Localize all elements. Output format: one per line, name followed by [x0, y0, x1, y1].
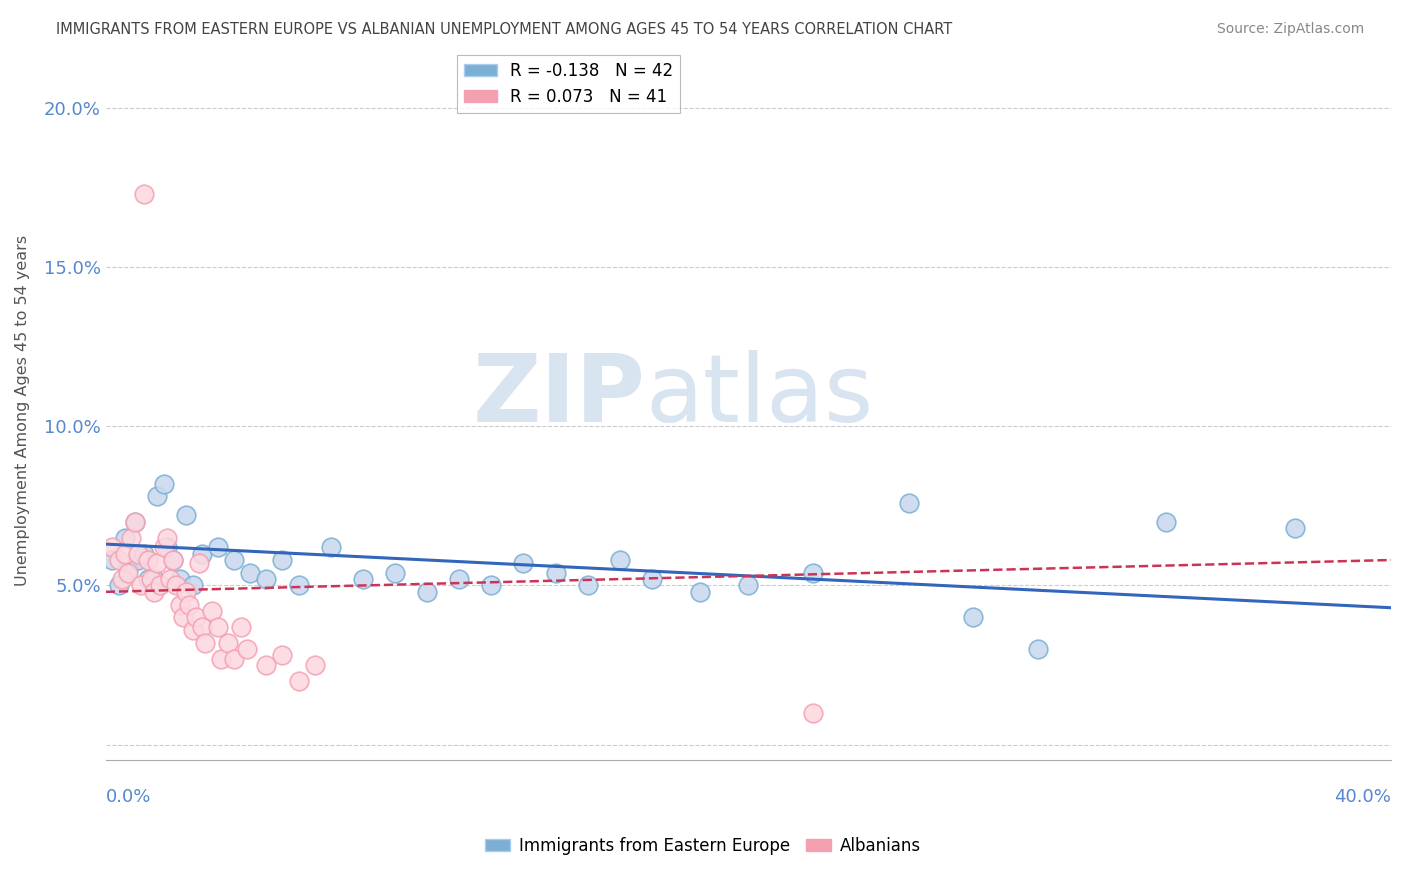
Point: [101, 553, 124, 567]
Y-axis label: Unemployment Among Ages 45 to 54 years: Unemployment Among Ages 45 to 54 years: [15, 235, 30, 586]
Text: Source: ZipAtlas.com: Source: ZipAtlas.com: [1216, 22, 1364, 37]
Point: [181, 578, 204, 592]
Point: [134, 187, 156, 202]
Point: [416, 584, 439, 599]
Point: [134, 547, 156, 561]
Point: [107, 553, 129, 567]
Point: [172, 610, 194, 624]
Point: [181, 623, 204, 637]
Point: [1154, 515, 1177, 529]
Point: [254, 658, 277, 673]
Point: [169, 572, 191, 586]
Text: atlas: atlas: [645, 351, 873, 442]
Point: [512, 556, 534, 570]
Point: [142, 584, 165, 599]
Point: [149, 578, 172, 592]
Point: [169, 598, 191, 612]
Point: [120, 531, 142, 545]
Point: [689, 584, 711, 599]
Point: [142, 572, 165, 586]
Point: [129, 578, 152, 592]
Point: [136, 572, 159, 586]
Point: [801, 566, 824, 580]
Point: [162, 553, 184, 567]
Point: [156, 531, 179, 545]
Point: [229, 620, 252, 634]
Point: [217, 636, 239, 650]
Point: [124, 515, 146, 529]
Point: [114, 531, 136, 545]
Point: [209, 651, 232, 665]
Point: [124, 515, 146, 529]
Point: [201, 604, 224, 618]
Point: [156, 541, 179, 555]
Point: [179, 598, 201, 612]
Point: [114, 547, 136, 561]
Point: [194, 636, 217, 650]
Legend: R = -0.138   N = 42, R = 0.073   N = 41: R = -0.138 N = 42, R = 0.073 N = 41: [457, 55, 681, 112]
Point: [101, 541, 124, 555]
Point: [146, 489, 169, 503]
Text: IMMIGRANTS FROM EASTERN EUROPE VS ALBANIAN UNEMPLOYMENT AMONG AGES 45 TO 54 YEAR: IMMIGRANTS FROM EASTERN EUROPE VS ALBANI…: [56, 22, 952, 37]
Point: [352, 572, 374, 586]
Point: [162, 553, 184, 567]
Point: [174, 508, 197, 523]
Point: [191, 620, 214, 634]
Point: [737, 578, 759, 592]
Point: [609, 553, 631, 567]
Point: [127, 547, 149, 561]
Point: [136, 553, 159, 567]
Point: [191, 547, 214, 561]
Legend: Immigrants from Eastern Europe, Albanians: Immigrants from Eastern Europe, Albanian…: [478, 830, 928, 862]
Point: [239, 566, 262, 580]
Point: [271, 648, 294, 663]
Point: [224, 651, 246, 665]
Point: [224, 553, 246, 567]
Point: [898, 496, 921, 510]
Point: [107, 578, 129, 592]
Point: [159, 572, 181, 586]
Point: [1026, 642, 1049, 657]
Point: [111, 572, 134, 586]
Point: [576, 578, 599, 592]
Point: [287, 578, 309, 592]
Point: [207, 620, 229, 634]
Point: [127, 553, 149, 567]
Point: [271, 553, 294, 567]
Point: [319, 541, 342, 555]
Point: [1284, 521, 1306, 535]
Point: [174, 584, 197, 599]
Point: [152, 541, 174, 555]
Point: [801, 706, 824, 720]
Point: [139, 572, 162, 586]
Point: [117, 566, 139, 580]
Point: [287, 673, 309, 688]
Point: [236, 642, 259, 657]
Point: [544, 566, 567, 580]
Text: ZIP: ZIP: [472, 351, 645, 442]
Text: 0.0%: 0.0%: [105, 789, 150, 806]
Point: [962, 610, 984, 624]
Point: [384, 566, 406, 580]
Point: [146, 556, 169, 570]
Point: [207, 541, 229, 555]
Text: 40.0%: 40.0%: [1334, 789, 1391, 806]
Point: [165, 578, 187, 592]
Point: [152, 476, 174, 491]
Point: [254, 572, 277, 586]
Point: [641, 572, 664, 586]
Point: [479, 578, 502, 592]
Point: [117, 563, 139, 577]
Point: [187, 556, 209, 570]
Point: [304, 658, 326, 673]
Point: [184, 610, 207, 624]
Point: [449, 572, 471, 586]
